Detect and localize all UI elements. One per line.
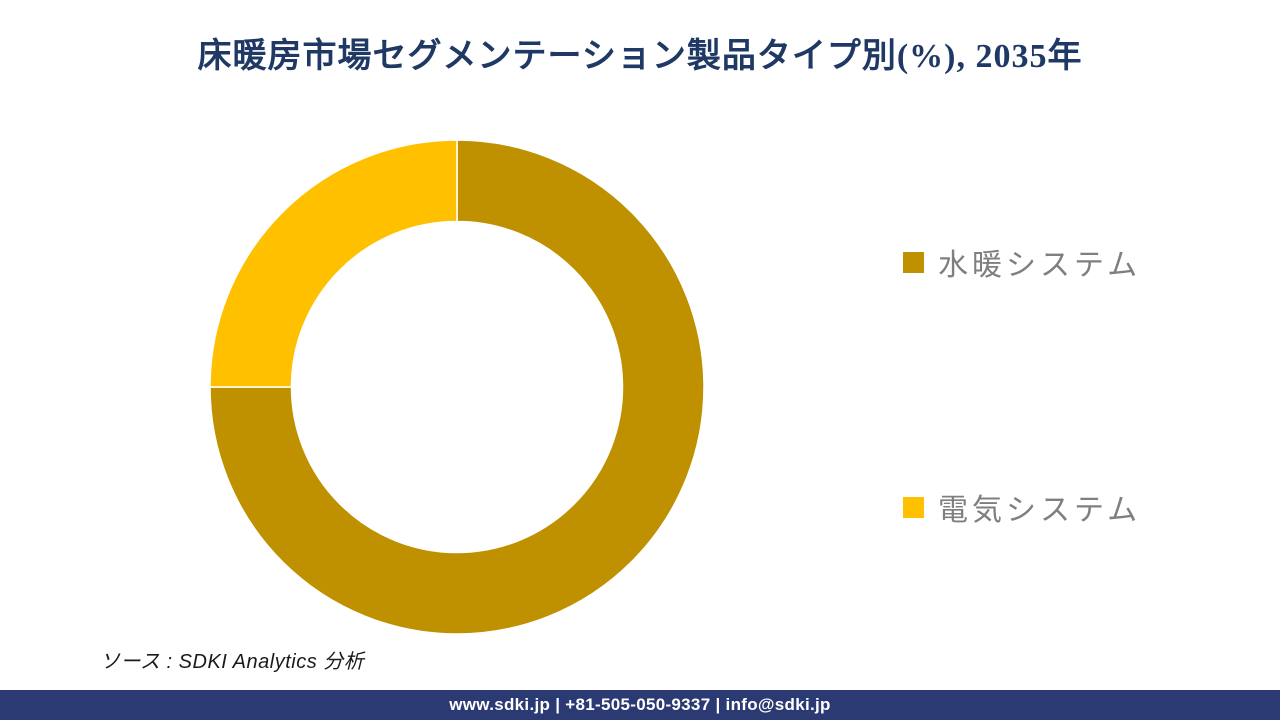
donut-segment-0	[209, 139, 705, 635]
legend-label-water-system: 水暖システム	[938, 249, 1142, 282]
donut-chart	[209, 139, 705, 635]
legend-item-water-system: 水暖システム	[903, 240, 1141, 284]
donut-segment-1	[209, 139, 458, 388]
legend-item-electric-system: 電気システム	[903, 485, 1141, 529]
chart-title: 床暖房市場セグメンテーション製品タイプ別(%), 2035年	[197, 38, 1083, 75]
source-note: ソース : SDKI Analytics 分析	[100, 651, 365, 673]
legend-label-electric-system: 電気システム	[938, 494, 1142, 527]
legend: 水暖システム 電気システム	[903, 0, 1273, 720]
footer-bar: www.sdki.jp | +81-505-050-9337 | info@sd…	[0, 690, 1280, 720]
footer-contact-text: www.sdki.jp | +81-505-050-9337 | info@sd…	[449, 695, 831, 714]
legend-swatch-water-system	[903, 251, 924, 273]
legend-swatch-electric-system	[903, 496, 924, 518]
